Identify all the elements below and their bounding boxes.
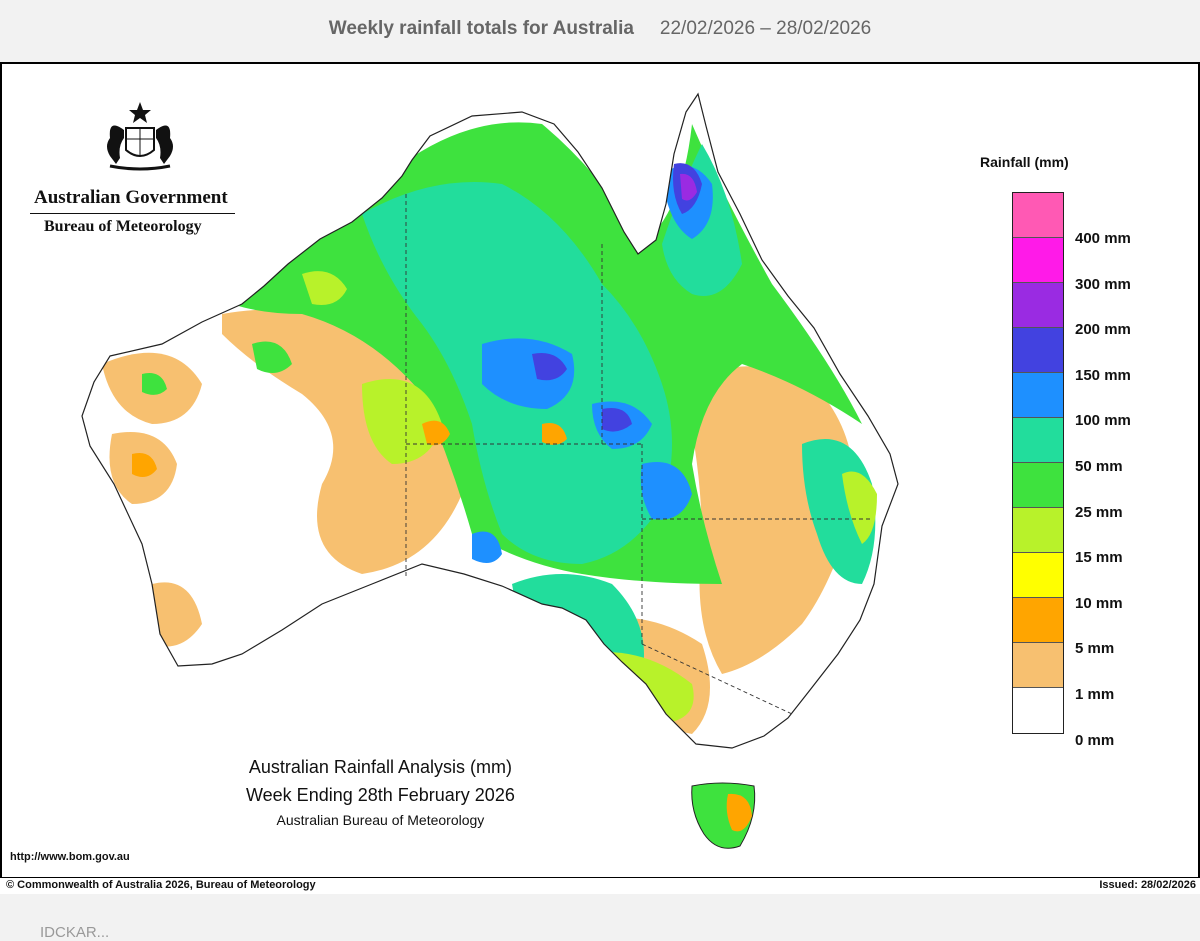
cutoff-text: IDCKAR...: [40, 924, 110, 941]
analysis-caption: Australian Rainfall Analysis (mm) Week E…: [246, 757, 515, 828]
legend-swatch: [1013, 418, 1063, 463]
legend-label: 100 mm: [1075, 412, 1131, 430]
legend-swatch: [1013, 508, 1063, 553]
bom-url[interactable]: http://www.bom.gov.au: [10, 851, 130, 863]
issued-date: Issued: 28/02/2026: [1099, 879, 1196, 891]
analysis-source: Australian Bureau of Meteorology: [276, 812, 485, 828]
government-logo: Australian Government Bureau of Meteorol…: [30, 98, 240, 236]
legend-label: 50 mm: [1075, 458, 1123, 475]
analysis-week: Week Ending 28th February 2026: [246, 785, 515, 805]
page-header: Weekly rainfall totals for Australia 22/…: [0, 0, 1200, 58]
legend-title: Rainfall (mm): [980, 154, 1069, 170]
page-title: Weekly rainfall totals for Australia: [328, 18, 634, 39]
legend-label: 150 mm: [1075, 366, 1131, 384]
footer-bar: © Commonwealth of Australia 2026, Bureau…: [0, 877, 1200, 894]
legend-swatch-top: [1013, 193, 1063, 238]
legend-swatch: [1013, 553, 1063, 598]
legend-label: 10 mm: [1075, 594, 1123, 612]
coat-of-arms-icon: [107, 102, 173, 171]
legend-label: 25 mm: [1075, 503, 1123, 521]
logo-divider: [30, 213, 235, 214]
legend-swatch: [1013, 463, 1063, 508]
government-name: Australian Government: [34, 187, 228, 208]
legend-label: 300 mm: [1075, 275, 1131, 293]
legend-colorbar: [1012, 192, 1064, 734]
legend-label: 1 mm: [1075, 686, 1115, 703]
legend-swatch: [1013, 283, 1063, 328]
bureau-name: Bureau of Meteorology: [44, 218, 202, 235]
legend-swatch: [1013, 238, 1063, 283]
legend-swatch: [1013, 688, 1063, 733]
rainfall-map: [81, 92, 899, 849]
date-range: 22/02/2026 – 28/02/2026: [659, 18, 872, 39]
legend-label: 200 mm: [1075, 321, 1131, 339]
legend-label: 5 mm: [1075, 640, 1115, 658]
copyright-text: © Commonwealth of Australia 2026, Bureau…: [6, 879, 316, 891]
analysis-title: Australian Rainfall Analysis (mm): [248, 757, 512, 777]
legend-label: 0 mm: [1075, 731, 1115, 749]
rainfall-map-panel: Australian Government Bureau of Meteorol…: [0, 62, 1200, 894]
legend-swatch: [1013, 598, 1063, 643]
legend-label: 15 mm: [1075, 549, 1123, 567]
legend-swatch: [1013, 373, 1063, 418]
legend-label: 400 mm: [1075, 230, 1131, 247]
legend-swatch: [1013, 643, 1063, 688]
legend-swatch: [1013, 328, 1063, 373]
